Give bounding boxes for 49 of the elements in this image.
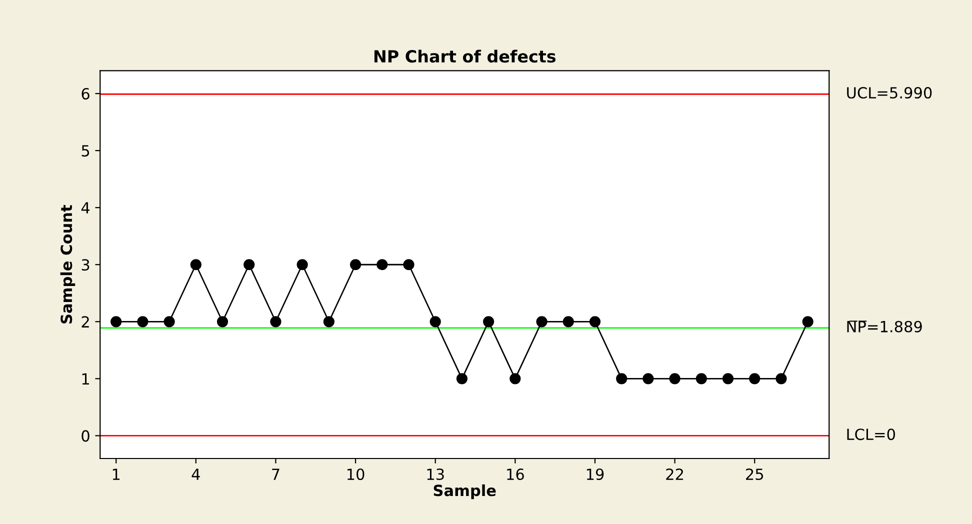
point xyxy=(749,373,760,384)
point xyxy=(190,259,202,270)
y-axis-title: Sample Count xyxy=(60,205,76,324)
point xyxy=(669,373,680,384)
y-tick-label: 4 xyxy=(81,202,90,214)
x-tick-label: 13 xyxy=(427,468,444,480)
point xyxy=(244,259,255,270)
x-tick-label: 16 xyxy=(507,468,524,480)
point xyxy=(430,316,441,328)
y-tick-label: 6 xyxy=(82,88,90,100)
x-tick-label: 10 xyxy=(347,468,364,480)
point xyxy=(216,316,228,328)
ref-line-label: LCL=0 xyxy=(847,428,895,440)
point xyxy=(536,316,548,328)
point xyxy=(350,259,362,270)
point xyxy=(589,316,601,328)
ref-line-label: UCL=5.990 xyxy=(847,86,932,99)
point xyxy=(510,373,521,384)
y-tick-label: 3 xyxy=(82,259,90,271)
chart-title: NP Chart of defects xyxy=(374,50,556,63)
ref-line-label: N̅P̅=1.889 xyxy=(847,320,922,332)
point xyxy=(137,316,148,328)
point xyxy=(562,316,574,328)
point xyxy=(296,259,308,270)
point xyxy=(483,316,494,328)
point xyxy=(270,316,282,328)
point xyxy=(802,316,814,328)
x-tick-label: 7 xyxy=(272,468,280,480)
y-tick-label: 0 xyxy=(82,430,90,442)
point xyxy=(642,373,654,384)
point xyxy=(456,373,468,384)
point xyxy=(616,373,628,384)
point xyxy=(110,316,122,328)
point xyxy=(403,259,414,270)
x-tick-label: 1 xyxy=(112,468,120,480)
point xyxy=(323,316,334,328)
y-tick-label: 5 xyxy=(82,145,90,157)
x-tick-label: 19 xyxy=(586,468,604,480)
point xyxy=(722,373,734,384)
x-axis-title: Sample xyxy=(434,484,496,500)
x-tick-label: 22 xyxy=(666,468,683,480)
x-tick-label: 25 xyxy=(746,468,764,480)
point xyxy=(696,373,707,384)
y-tick-label: 2 xyxy=(82,316,89,328)
point xyxy=(376,259,388,270)
point xyxy=(164,316,175,328)
point xyxy=(776,373,787,384)
x-tick-label: 4 xyxy=(192,468,200,480)
y-tick-label: 1 xyxy=(82,373,89,384)
